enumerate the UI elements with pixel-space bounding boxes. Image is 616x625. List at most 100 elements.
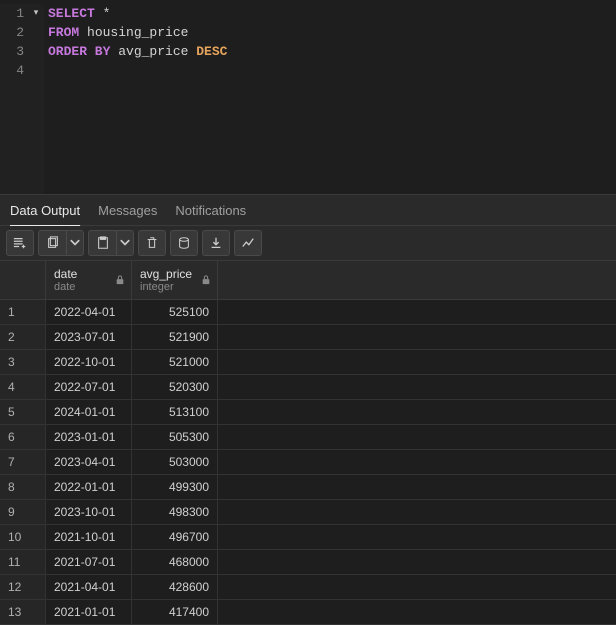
download-button[interactable] [202,230,230,256]
cell-date[interactable]: 2022-10-01 [46,350,132,374]
cell-avg-price[interactable]: 468000 [132,550,218,574]
cell-avg-price[interactable]: 499300 [132,475,218,499]
cell-avg-price[interactable]: 428600 [132,575,218,599]
row-number: 5 [0,400,46,424]
table-row[interactable]: 132021-01-01417400 [0,600,616,625]
row-number-header [0,261,46,299]
chart-button[interactable] [234,230,262,256]
grid-body: 12022-04-0152510022023-07-0152190032022-… [0,300,616,625]
result-tabs: Data Output Messages Notifications [0,194,616,226]
cell-avg-price[interactable]: 513100 [132,400,218,424]
paste-button[interactable] [88,230,116,256]
lock-icon [115,275,125,285]
code-area[interactable]: SELECT *FROM housing_priceORDER BY avg_p… [44,4,227,194]
table-row[interactable]: 52024-01-01513100 [0,400,616,425]
tab-notifications[interactable]: Notifications [175,195,246,225]
copy-group [38,230,84,256]
cell-avg-price[interactable]: 417400 [132,600,218,624]
line-number: 1 [0,4,24,23]
fold-marker[interactable]: ▾ [28,4,44,23]
fold-marker [28,42,44,61]
cell-avg-price[interactable]: 520300 [132,375,218,399]
table-row[interactable]: 72023-04-01503000 [0,450,616,475]
cell-date[interactable]: 2021-10-01 [46,525,132,549]
line-number: 2 [0,23,24,42]
token: * [103,6,111,21]
paste-dropdown[interactable] [116,230,134,256]
add-row-button[interactable] [6,230,34,256]
copy-button[interactable] [38,230,66,256]
tab-messages[interactable]: Messages [98,195,157,225]
save-data-button[interactable] [170,230,198,256]
fold-marker [28,23,44,42]
row-number: 9 [0,500,46,524]
row-number: 6 [0,425,46,449]
cell-date[interactable]: 2021-04-01 [46,575,132,599]
tab-data-output[interactable]: Data Output [10,195,80,225]
table-row[interactable]: 32022-10-01521000 [0,350,616,375]
column-name: avg_price [140,267,209,281]
token: avg_price [110,44,196,59]
cell-date[interactable]: 2023-04-01 [46,450,132,474]
sql-editor[interactable]: 1234 ▾ SELECT *FROM housing_priceORDER B… [0,0,616,194]
column-type: date [54,281,123,293]
cell-avg-price[interactable]: 496700 [132,525,218,549]
table-row[interactable]: 92023-10-01498300 [0,500,616,525]
cell-avg-price[interactable]: 505300 [132,425,218,449]
table-row[interactable]: 82022-01-01499300 [0,475,616,500]
table-row[interactable]: 122021-04-01428600 [0,575,616,600]
grid-header: date date avg_price integer [0,261,616,300]
cell-avg-price[interactable]: 503000 [132,450,218,474]
result-toolbar [0,226,616,261]
column-header-avg-price[interactable]: avg_price integer [132,261,218,299]
column-header-date[interactable]: date date [46,261,132,299]
table-row[interactable]: 42022-07-01520300 [0,375,616,400]
token: ORDER BY [48,44,110,59]
code-line[interactable]: ORDER BY avg_price DESC [48,42,227,61]
token: SELECT [48,6,95,21]
cell-date[interactable]: 2022-07-01 [46,375,132,399]
delete-button[interactable] [138,230,166,256]
cell-date[interactable]: 2023-01-01 [46,425,132,449]
column-type: integer [140,281,209,293]
token: FROM [48,25,79,40]
cell-date[interactable]: 2024-01-01 [46,400,132,424]
result-grid: date date avg_price integer 12022-04-015… [0,261,616,625]
row-number: 8 [0,475,46,499]
token: DESC [196,44,227,59]
row-number: 12 [0,575,46,599]
cell-date[interactable]: 2022-01-01 [46,475,132,499]
row-number: 2 [0,325,46,349]
code-line[interactable] [48,61,227,80]
row-number: 10 [0,525,46,549]
table-row[interactable]: 112021-07-01468000 [0,550,616,575]
cell-date[interactable]: 2023-07-01 [46,325,132,349]
copy-dropdown[interactable] [66,230,84,256]
cell-date[interactable]: 2022-04-01 [46,300,132,324]
fold-column: ▾ [28,4,44,194]
row-number: 11 [0,550,46,574]
row-number: 4 [0,375,46,399]
table-row[interactable]: 62023-01-01505300 [0,425,616,450]
cell-avg-price[interactable]: 498300 [132,500,218,524]
table-row[interactable]: 102021-10-01496700 [0,525,616,550]
cell-date[interactable]: 2021-01-01 [46,600,132,624]
row-number: 7 [0,450,46,474]
column-name: date [54,267,123,281]
paste-group [88,230,134,256]
token: housing_price [79,25,188,40]
code-line[interactable]: FROM housing_price [48,23,227,42]
cell-avg-price[interactable]: 521900 [132,325,218,349]
lock-icon [201,275,211,285]
fold-marker [28,61,44,80]
cell-date[interactable]: 2023-10-01 [46,500,132,524]
cell-avg-price[interactable]: 521000 [132,350,218,374]
line-gutter: 1234 [0,4,28,194]
table-row[interactable]: 12022-04-01525100 [0,300,616,325]
code-line[interactable]: SELECT * [48,4,227,23]
cell-date[interactable]: 2021-07-01 [46,550,132,574]
row-number: 3 [0,350,46,374]
row-number: 13 [0,600,46,624]
cell-avg-price[interactable]: 525100 [132,300,218,324]
table-row[interactable]: 22023-07-01521900 [0,325,616,350]
